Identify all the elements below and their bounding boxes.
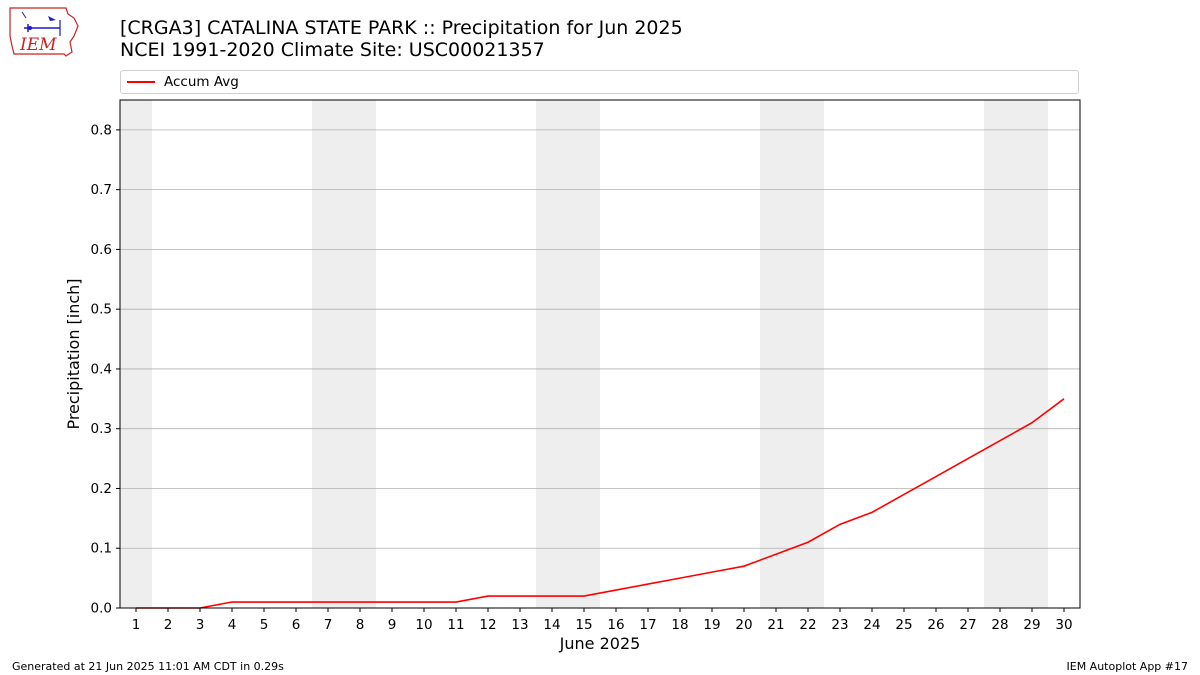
plot-frame: [119, 99, 1081, 609]
x-tick-label: 14: [543, 617, 560, 633]
chart-subtitle: NCEI 1991-2020 Climate Site: USC00021357: [120, 39, 545, 61]
x-tick-label: 13: [511, 617, 528, 633]
x-tick-label: 21: [767, 617, 784, 633]
x-tick-label: 10: [415, 617, 432, 633]
x-tick-label: 6: [292, 617, 301, 633]
x-tick-label: 20: [735, 617, 752, 633]
x-tick-label: 17: [639, 617, 656, 633]
weekend-band: [536, 100, 600, 608]
weekend-band: [312, 100, 376, 608]
x-tick-label: 18: [671, 617, 688, 633]
x-tick-label: 1: [132, 617, 141, 633]
x-tick-label: 24: [863, 617, 880, 633]
x-tick-label: 8: [356, 617, 365, 633]
y-axis-label: Precipitation [inch]: [64, 278, 83, 429]
x-tick-label: 7: [324, 617, 333, 633]
x-tick-label: 5: [260, 617, 269, 633]
y-tick-label: 0.5: [91, 302, 112, 318]
x-tick-label: 11: [447, 617, 464, 633]
x-tick-label: 16: [607, 617, 624, 633]
series-line-accum-avg: [136, 398, 1065, 609]
x-tick-label: 28: [991, 617, 1008, 633]
x-axis-label: June 2025: [559, 634, 641, 653]
x-tick-label: 25: [895, 617, 912, 633]
x-tick-label: 9: [388, 617, 397, 633]
y-tick-label: 0.3: [91, 421, 112, 437]
legend-swatch-accum-avg: [127, 81, 155, 83]
y-tick-label: 0.2: [91, 481, 112, 497]
y-tick-label: 0.0: [91, 601, 112, 617]
legend-label-accum-avg: Accum Avg: [164, 74, 239, 90]
chart-title: [CRGA3] CATALINA STATE PARK :: Precipita…: [120, 17, 683, 39]
x-tick-label: 2: [164, 617, 173, 633]
generated-footer: Generated at 21 Jun 2025 11:01 AM CDT in…: [12, 660, 284, 673]
weekend-band: [984, 100, 1048, 608]
x-tick-label: 22: [799, 617, 816, 633]
x-tick-label: 19: [703, 617, 720, 633]
app-footer: IEM Autoplot App #17: [1066, 660, 1189, 673]
weekend-band: [760, 100, 824, 608]
x-tick-label: 4: [228, 617, 237, 633]
y-tick-label: 0.1: [91, 541, 112, 557]
x-tick-label: 27: [959, 617, 976, 633]
legend: Accum Avg: [120, 70, 1079, 94]
weekend-band: [120, 100, 152, 608]
x-tick-label: 30: [1055, 617, 1072, 633]
y-tick-label: 0.6: [91, 242, 112, 258]
y-tick-label: 0.8: [91, 122, 112, 138]
logo-text: IEM: [19, 35, 57, 55]
y-tick-label: 0.4: [91, 361, 112, 377]
x-tick-label: 29: [1023, 617, 1040, 633]
x-tick-label: 26: [927, 617, 944, 633]
x-tick-label: 15: [575, 617, 592, 633]
y-tick-label: 0.7: [91, 182, 112, 198]
x-tick-label: 3: [196, 617, 205, 633]
iem-logo: IEM: [9, 7, 79, 57]
x-tick-label: 23: [831, 617, 848, 633]
x-tick-label: 12: [479, 617, 496, 633]
